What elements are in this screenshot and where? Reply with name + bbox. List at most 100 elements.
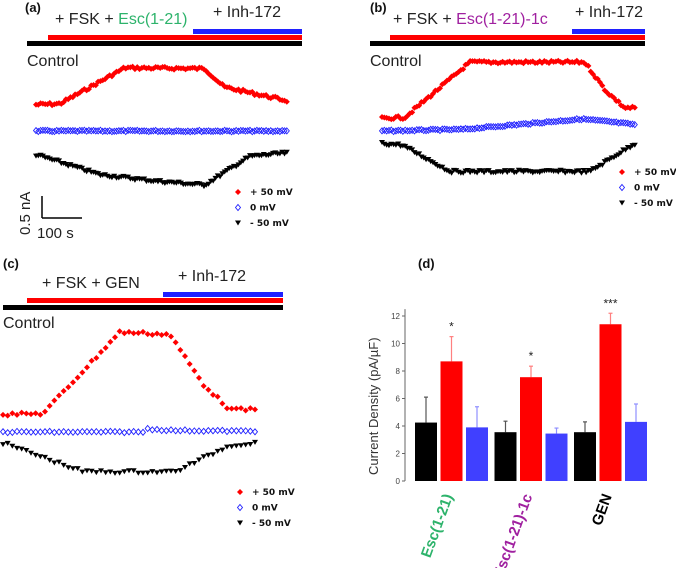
marker-minus50 <box>9 443 16 449</box>
legend-zero-label: 0 mV <box>252 504 278 514</box>
marker-zero <box>497 122 504 131</box>
treatment-bar <box>27 298 283 303</box>
marker-plus50 <box>140 328 146 335</box>
panel-label-d: (d) <box>418 256 435 271</box>
category-label: Esc(1-21) <box>418 492 457 560</box>
marker-zero <box>478 124 485 132</box>
marker-minus50 <box>631 142 638 148</box>
legend-zero-label: 0 mV <box>634 184 660 194</box>
marker-zero <box>446 126 453 134</box>
marker-zero <box>235 127 242 135</box>
marker-zero <box>157 127 164 135</box>
marker-zero <box>562 117 569 125</box>
marker-minus50 <box>70 466 76 472</box>
series--50-mv <box>0 328 258 419</box>
marker-plus50 <box>238 405 244 412</box>
marker-zero <box>569 116 576 124</box>
marker-zero <box>51 127 58 136</box>
marker-zero <box>492 123 499 131</box>
marker-zero <box>457 125 464 133</box>
marker-zero <box>219 426 226 434</box>
marker-zero <box>242 427 249 435</box>
marker-zero <box>251 127 258 135</box>
marker-zero <box>596 116 604 125</box>
marker-zero <box>620 118 627 127</box>
marker-minus50 <box>191 460 198 466</box>
marker-zero <box>406 126 413 135</box>
marker-zero <box>504 121 511 129</box>
marker-plus50 <box>409 109 416 116</box>
panel-a: (a) + FSK + Esc(1-21) + Inh-172 Control … <box>17 0 302 242</box>
marker-plus50 <box>163 331 170 338</box>
bar-chart: 0 2 4 6 8 10 12 * Esc(1-21) * Esc(1-21)-1c *** GEN <box>391 296 647 568</box>
control-label-b: Control <box>370 53 422 70</box>
marker-zero <box>210 127 217 136</box>
marker-minus50 <box>411 150 418 156</box>
marker-plus50 <box>247 405 254 412</box>
marker-zero <box>548 118 555 126</box>
marker-zero <box>585 115 592 124</box>
marker-zero <box>163 427 170 435</box>
marker-zero <box>85 126 93 135</box>
legend-plus50-label: + 50 mV <box>634 168 676 178</box>
marker-zero <box>182 127 189 136</box>
marker-zero <box>167 426 175 434</box>
marker-zero <box>610 118 618 126</box>
marker-minus50 <box>200 454 207 460</box>
marker-minus50 <box>177 468 184 474</box>
marker-minus50 <box>102 470 109 476</box>
marker-zero <box>244 127 251 135</box>
marker-zero <box>88 428 95 436</box>
control-bar <box>27 41 302 46</box>
marker-zero <box>37 126 44 135</box>
marker-plus50 <box>65 384 72 391</box>
marker-plus50 <box>98 348 104 355</box>
marker-zero <box>69 428 77 436</box>
marker-minus50 <box>28 450 34 456</box>
marker-zero <box>101 127 109 135</box>
marker-zero <box>111 427 119 436</box>
marker-plus50 <box>233 405 240 412</box>
marker-minus50 <box>168 468 174 474</box>
marker-zero <box>65 126 72 135</box>
marker-zero <box>173 127 180 135</box>
marker-minus50 <box>233 443 240 449</box>
marker-zero <box>455 125 462 134</box>
marker-minus50 <box>141 176 148 182</box>
marker-zero <box>436 126 444 135</box>
marker-zero <box>138 127 145 135</box>
marker-zero <box>193 127 201 135</box>
marker-plus50 <box>631 104 638 111</box>
marker-minus50 <box>416 151 423 157</box>
series-0-mv <box>378 114 638 136</box>
marker-zero <box>490 122 497 131</box>
control-bar <box>3 305 283 310</box>
marker-zero <box>195 427 203 435</box>
marker-zero <box>124 126 132 135</box>
inhibitor-bar <box>193 29 302 34</box>
significance-marker: * <box>449 320 454 334</box>
legend-zero-label: 0 mV <box>250 204 276 214</box>
marker-minus50 <box>205 452 212 458</box>
marker-minus50 <box>18 446 25 452</box>
marker-plus50 <box>60 388 67 395</box>
marker-minus50 <box>439 164 446 170</box>
marker-zero <box>118 127 125 135</box>
inhibitor-bar <box>163 292 283 297</box>
marker-plus50 <box>135 329 142 336</box>
treatment-bar <box>48 35 302 40</box>
marker-plus50 <box>436 85 443 92</box>
marker-minus50 <box>235 220 241 226</box>
marker-zero <box>79 427 86 436</box>
marker-minus50 <box>409 147 416 153</box>
marker-zero <box>283 127 290 135</box>
marker-zero <box>587 115 594 124</box>
marker-zero <box>392 127 400 135</box>
marker-zero <box>399 127 406 135</box>
marker-zero <box>599 116 606 125</box>
marker-minus50 <box>242 442 249 448</box>
marker-plus50 <box>56 392 62 399</box>
marker-zero <box>116 427 123 436</box>
marker-zero <box>187 128 194 136</box>
